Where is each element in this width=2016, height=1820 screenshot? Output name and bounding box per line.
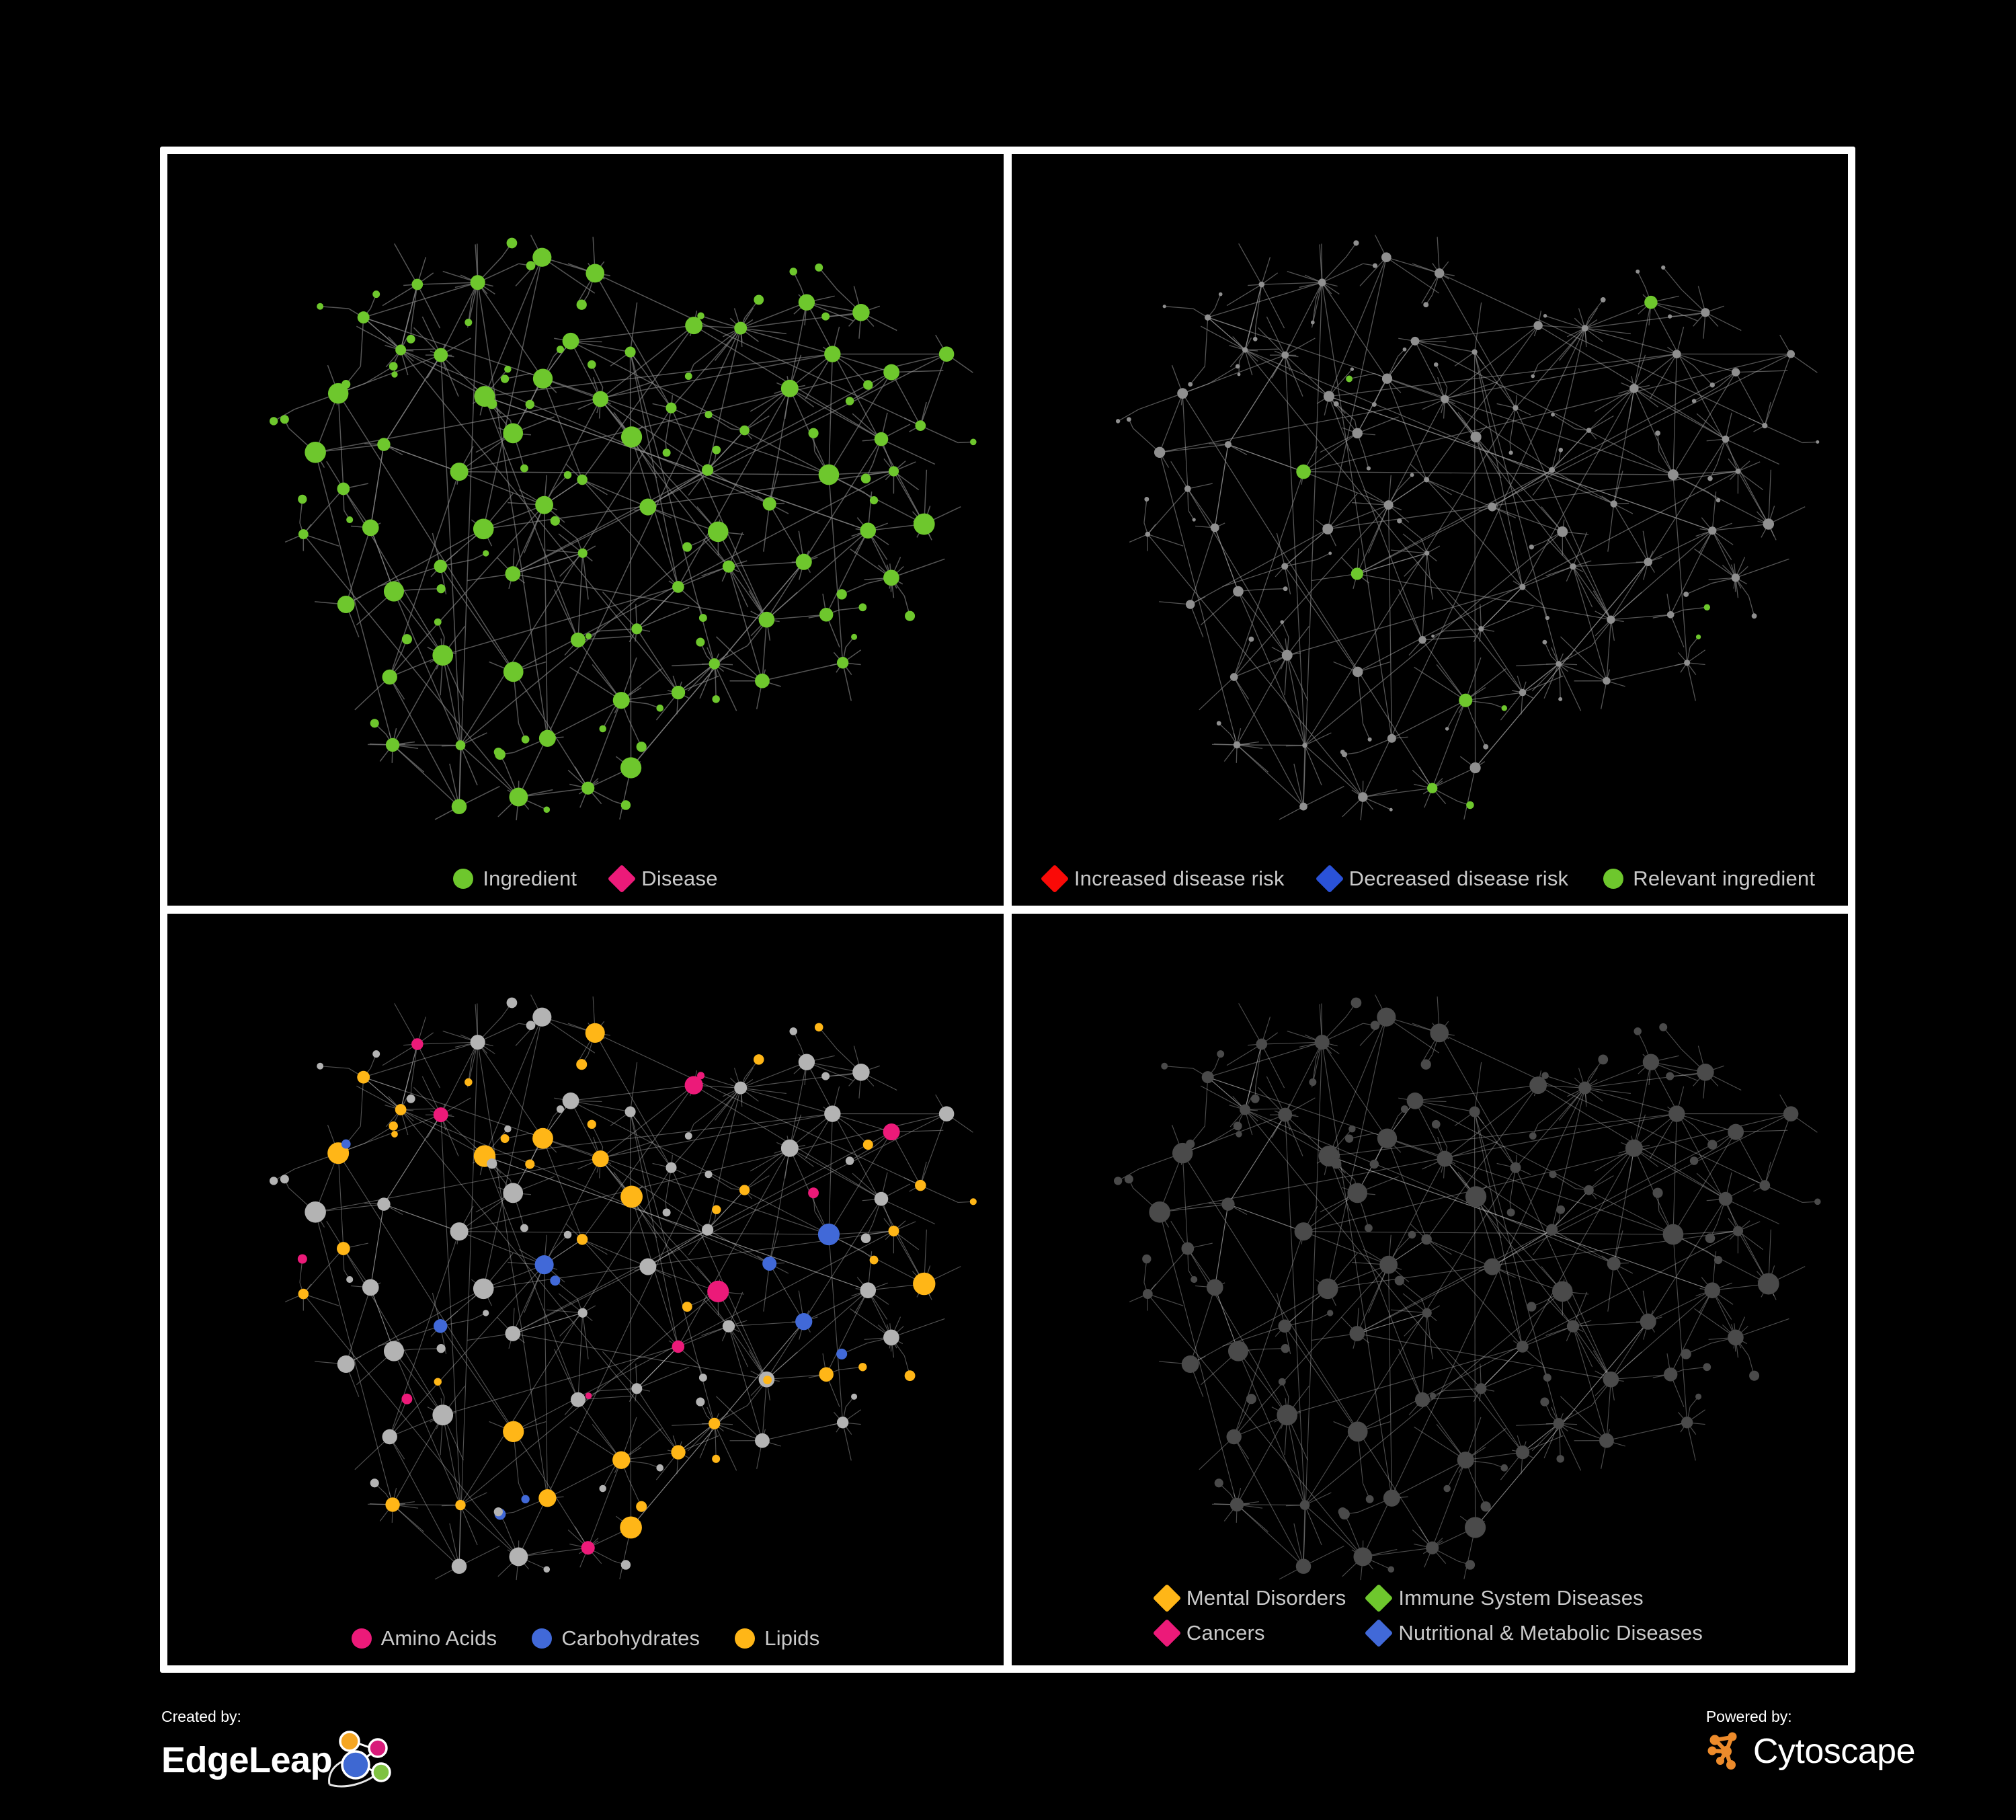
powered-by-caption: Powered by: [1705, 1708, 1792, 1725]
panel-ingredient-disease-network[interactable]: Ingredient Disease [167, 154, 1004, 906]
cytoscape-logo-icon [1707, 1732, 1737, 1770]
network-canvas-disease-class[interactable] [1012, 914, 1848, 1665]
edgeleap-logo-row: EdgeLeap [161, 1731, 405, 1790]
cytoscape-logo-row: Cytoscape [1706, 1731, 1916, 1772]
panel-disease-risk-network[interactable]: Increased disease risk Decreased disease… [1012, 154, 1848, 906]
network-canvas-ingredient-class[interactable] [167, 914, 1004, 1665]
cytoscape-wordmark: Cytoscape [1752, 1732, 1916, 1771]
created-by-branding: Created by: EdgeLeap [161, 1708, 405, 1790]
panel-disease-class-network[interactable]: Mental Disorders Immune System Diseases … [1012, 914, 1848, 1665]
network-canvas-ingredient-disease[interactable] [167, 154, 1004, 906]
created-by-caption: Created by: [161, 1708, 241, 1725]
panel-grid: Ingredient Disease Increased disease ris… [160, 147, 1855, 1673]
powered-by-branding: Powered by: Cytoscape [1705, 1708, 1916, 1772]
edgeleap-network-logo-icon [328, 1731, 391, 1788]
network-canvas-disease-risk[interactable] [1012, 154, 1848, 906]
panel-ingredient-class-network[interactable]: Amino Acids Carbohydrates Lipids [167, 914, 1004, 1665]
edgeleap-wordmark: EdgeLeap [161, 1740, 333, 1780]
